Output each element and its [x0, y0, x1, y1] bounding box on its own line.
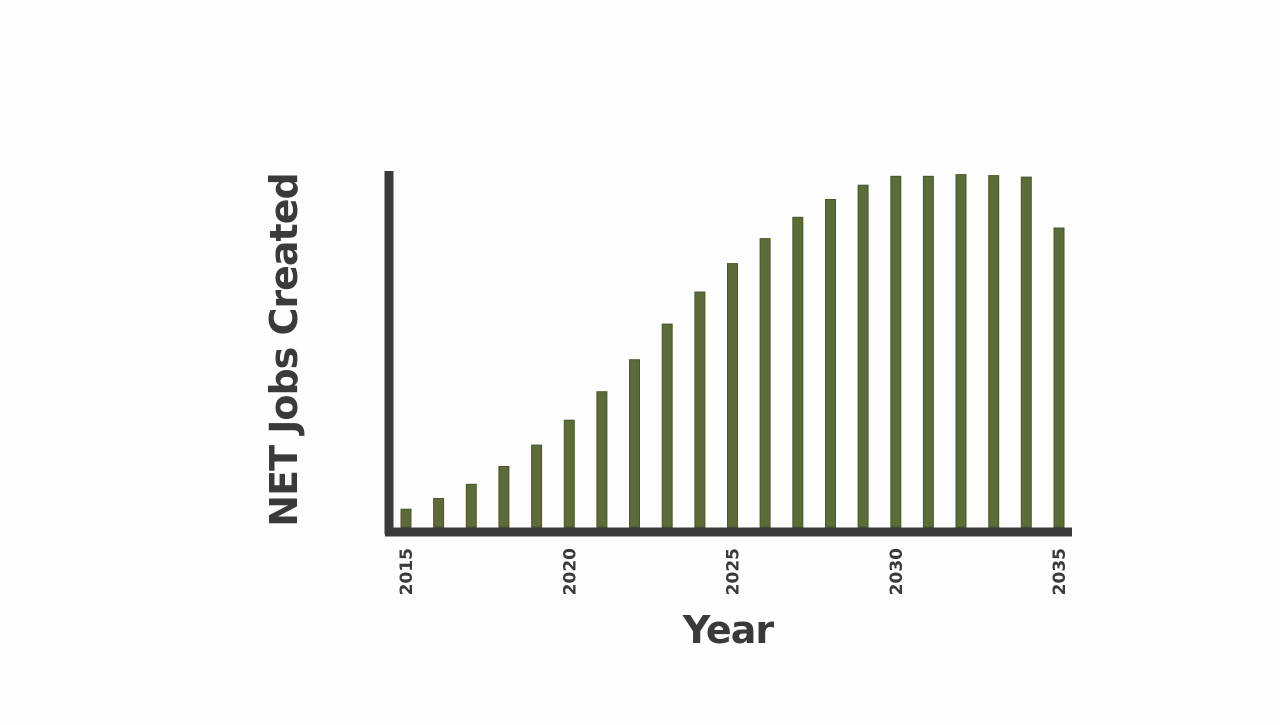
- bar-2033: [988, 175, 1000, 528]
- bars-group: [400, 174, 1065, 528]
- x-tick-label-2015: 2015: [397, 548, 417, 595]
- axes-group: [384, 171, 1072, 537]
- bar-2018: [498, 466, 510, 528]
- x-tick-label-2035: 2035: [1050, 548, 1070, 595]
- bar-2020: [563, 419, 575, 528]
- bar-2029: [857, 184, 869, 528]
- y-axis-title: NET Jobs Created: [262, 173, 306, 526]
- bar-2035: [1053, 227, 1065, 528]
- bar-2022: [629, 359, 640, 528]
- bar-2025: [727, 263, 738, 528]
- x-tick-label-2020: 2020: [560, 548, 580, 595]
- bar-2016: [433, 498, 445, 528]
- x-tick-labels: 2015 2020 2025 2030 2035: [397, 548, 1070, 595]
- bar-2024: [694, 291, 706, 528]
- bar-2017: [465, 483, 477, 528]
- bar-2023: [661, 323, 673, 528]
- bar-2019: [531, 444, 543, 528]
- bar-2032: [955, 174, 967, 528]
- x-tick-label-2030: 2030: [887, 548, 907, 595]
- bar-2026: [759, 238, 771, 528]
- bar-2015: [400, 508, 412, 528]
- bar-2028: [825, 199, 836, 528]
- bar-2030: [890, 175, 902, 528]
- bar-2031: [922, 175, 934, 528]
- bar-2027: [792, 216, 804, 528]
- x-tick-label-2025: 2025: [724, 548, 744, 595]
- bar-2021: [596, 391, 608, 528]
- x-axis-title: Year: [682, 608, 774, 652]
- bar-2034: [1020, 176, 1032, 528]
